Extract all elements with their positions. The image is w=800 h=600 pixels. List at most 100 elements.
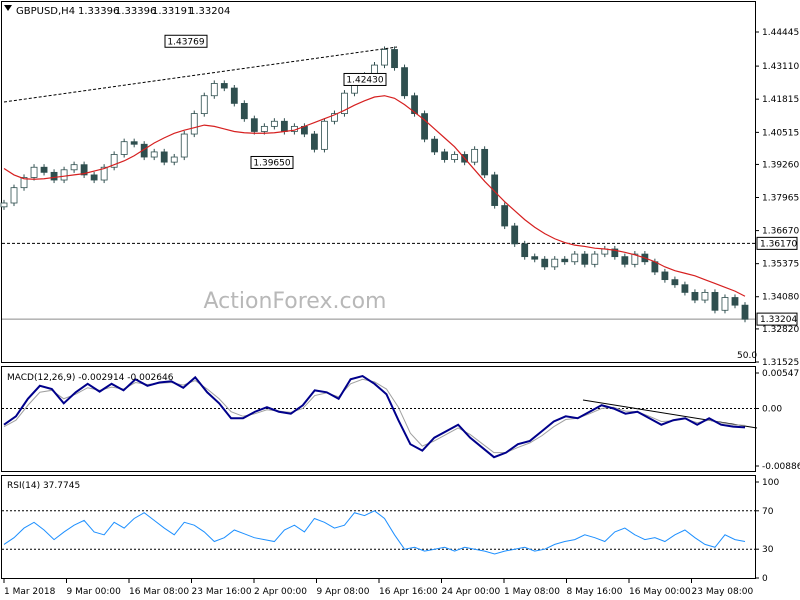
candle-body: [621, 256, 629, 265]
candle-body: [561, 258, 569, 263]
macd-signal-line: [3, 378, 746, 454]
candle-body: [631, 253, 639, 265]
candle-body: [731, 297, 739, 306]
candle-body: [80, 164, 88, 176]
time-tick-label: 9 Mar 00:00: [67, 587, 122, 597]
ma-line: [3, 95, 746, 297]
rsi-scale: 100 70 30 0: [2, 478, 779, 584]
rsi-panel-frame: [1, 475, 756, 579]
rsi-tick-label: 70: [762, 507, 774, 517]
watermark: ActionForex.com: [204, 289, 387, 314]
header-close: 1.33204: [189, 6, 230, 17]
macd-series: [3, 374, 746, 459]
header-open: 1.33396: [78, 6, 119, 17]
time-tick-label: 24 Apr 00:00: [442, 587, 501, 597]
rsi-title: RSI(14) 37.7745: [7, 481, 80, 491]
candle-body: [341, 92, 348, 115]
candle-body: [511, 225, 519, 245]
price-trendline: [3, 46, 398, 103]
candle-body: [230, 87, 238, 104]
candle-body: [170, 156, 178, 163]
candle-body: [60, 169, 68, 181]
time-tick-label: 1 May 08:00: [504, 587, 560, 597]
candle-body: [521, 243, 529, 258]
candle-body: [90, 174, 98, 181]
candle-body: [491, 174, 499, 206]
candle-body: [531, 256, 539, 260]
ma-label: 50.0: [737, 351, 757, 361]
candle-body: [250, 118, 258, 132]
candle-body: [691, 291, 699, 301]
candle-body: [210, 83, 218, 97]
candle-body: [411, 95, 418, 115]
ma-series: [3, 95, 746, 297]
level-labels: 1.43769 1.42430 1.39650 1.36170 1.33204: [164, 34, 798, 326]
candle-body: [421, 113, 428, 140]
chart-header: GBPUSD,H4 1.33396 1.33396 1.33191 1.3320…: [4, 5, 230, 17]
candle-body: [721, 297, 729, 311]
candle-body: [40, 166, 48, 173]
candle-body: [160, 151, 168, 163]
price-value-box: [756, 312, 798, 326]
candle-body: [10, 187, 18, 204]
price-value-label: 1.36170: [760, 239, 797, 249]
candle-body: [471, 148, 479, 163]
header-symbol: GBPUSD,H4: [16, 6, 75, 17]
macd-panel-frame: [1, 366, 756, 472]
rsi-tick-label: 0: [762, 574, 768, 584]
candle-body: [551, 258, 559, 268]
candle-body: [681, 284, 689, 293]
header-high: 1.33396: [115, 6, 156, 17]
candle-body: [711, 291, 719, 311]
candle-body: [541, 258, 549, 268]
level-label-box: [343, 72, 387, 86]
macd-line: [3, 374, 746, 459]
candle-body: [0, 202, 8, 208]
price-tick-label: 1.35375: [762, 260, 799, 270]
candle-body: [50, 171, 58, 181]
candle-body: [481, 148, 489, 176]
rsi-tick-label: 30: [762, 545, 774, 555]
price-tick-label: 1.36670: [762, 227, 799, 237]
time-tick-label: 16 Mar 08:00: [129, 587, 189, 597]
candle-body: [240, 102, 248, 120]
candle-body: [701, 291, 709, 301]
header-low: 1.33191: [152, 6, 193, 17]
candle-body: [200, 95, 208, 115]
rsi-line: [3, 510, 746, 555]
price-tick-label: 1.37965: [762, 194, 799, 204]
level-label-box: [250, 155, 294, 169]
candle-body: [270, 120, 278, 127]
macd-tick-label: 0.00547: [762, 369, 799, 379]
price-tick-label: 1.44445: [762, 28, 799, 38]
price-tick-label: 1.43110: [762, 62, 799, 72]
candle-body: [401, 67, 408, 97]
price-scale: 1.44445 1.43110 1.41815 1.40515 1.39260 1.379…: [755, 28, 799, 368]
candle-body: [70, 164, 78, 171]
candle-body: [150, 151, 158, 158]
level-label: 1.42430: [346, 75, 383, 85]
rsi-series: [3, 510, 746, 555]
level-label: 1.43769: [167, 37, 204, 47]
candle-body: [321, 120, 328, 150]
time-tick-label: 2 Apr 00:00: [254, 587, 307, 597]
time-tick-label: 23 Mar 16:00: [192, 587, 252, 597]
price-tick-label: 1.39260: [762, 160, 799, 170]
candle-body: [30, 166, 38, 178]
price-panel-frame: [1, 1, 756, 363]
macd-trendline: [582, 399, 758, 429]
candle-body: [501, 205, 509, 227]
time-tick-label: 23 May 08:00: [692, 587, 754, 597]
price-value-label: 1.33204: [760, 315, 797, 325]
candle-body: [451, 154, 459, 160]
candle-body: [741, 304, 749, 320]
time-tick-label: 9 Apr 08:00: [317, 587, 370, 597]
macd-scale: 0.00547 0.00 -0.00886: [2, 369, 800, 472]
candle-body: [110, 154, 118, 168]
time-tick-label: 16 May 00:00: [629, 587, 691, 597]
level-label: 1.39650: [253, 158, 290, 168]
candle-body: [591, 253, 599, 265]
candle-body: [441, 151, 448, 160]
price-tick-label: 1.40515: [762, 128, 799, 138]
candle-body: [280, 120, 288, 132]
